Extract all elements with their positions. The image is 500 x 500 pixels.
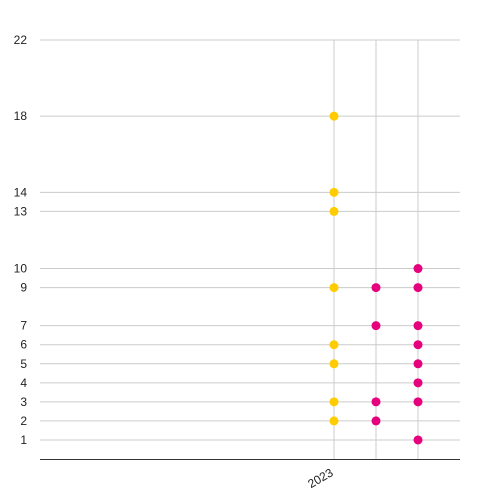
data-point — [329, 416, 339, 426]
x-tick-label: 2023 — [305, 465, 335, 491]
data-point — [329, 187, 339, 197]
y-tick-label: 7 — [20, 319, 27, 333]
data-point — [413, 378, 423, 388]
data-point — [413, 283, 423, 293]
data-point — [413, 340, 423, 350]
data-points — [329, 111, 423, 445]
y-gridlines — [40, 39, 460, 441]
x-gridlines — [333, 40, 419, 459]
y-tick-label: 22 — [14, 33, 28, 47]
y-tick-label: 6 — [20, 338, 27, 352]
y-tick-label: 5 — [20, 357, 27, 371]
data-point — [371, 416, 381, 426]
data-point — [413, 321, 423, 331]
y-tick-label: 2 — [20, 414, 27, 428]
x-axis-tick-labels: 2023 — [305, 465, 335, 491]
data-point — [329, 340, 339, 350]
y-tick-label: 18 — [14, 109, 28, 123]
y-tick-label: 1 — [20, 433, 27, 447]
data-point — [413, 397, 423, 407]
data-point — [329, 206, 339, 216]
data-point — [371, 321, 381, 331]
y-axis-tick-labels: 1 2 3 4 5 6 7 9 10 13 14 18 22 — [14, 33, 28, 447]
y-tick-label: 14 — [14, 185, 28, 199]
data-point — [371, 397, 381, 407]
y-tick-label: 9 — [20, 281, 27, 295]
data-point — [371, 283, 381, 293]
y-tick-label: 3 — [20, 395, 27, 409]
data-point — [413, 435, 423, 445]
data-point — [413, 264, 423, 274]
y-tick-label: 4 — [20, 376, 27, 390]
data-point — [329, 111, 339, 121]
y-tick-label: 13 — [14, 204, 28, 218]
data-point — [413, 359, 423, 369]
y-tick-label: 10 — [14, 262, 28, 276]
data-point — [329, 283, 339, 293]
data-point — [329, 359, 339, 369]
data-point — [329, 397, 339, 407]
